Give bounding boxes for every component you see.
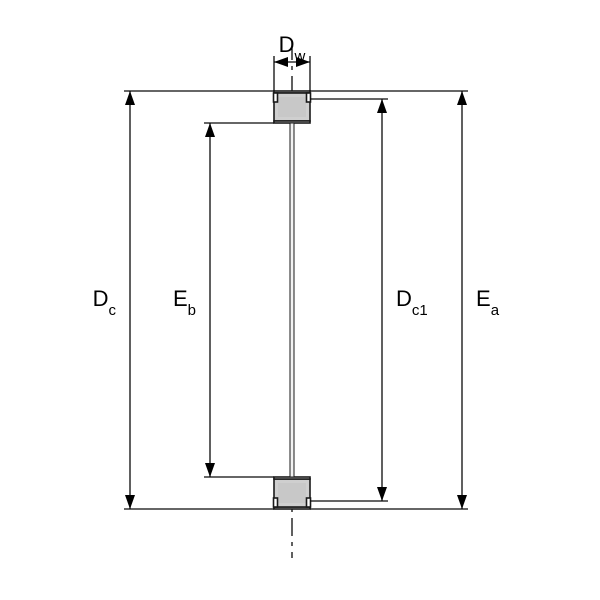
- dim-label-Ea: Ea: [476, 286, 500, 319]
- dim-label-Dc1: Dc1: [396, 286, 428, 319]
- dim-label-Dc: Dc: [93, 286, 117, 319]
- dim-label-Eb: Eb: [173, 286, 196, 319]
- bearing-dimension-diagram: DcEbDc1EaDw: [0, 0, 600, 600]
